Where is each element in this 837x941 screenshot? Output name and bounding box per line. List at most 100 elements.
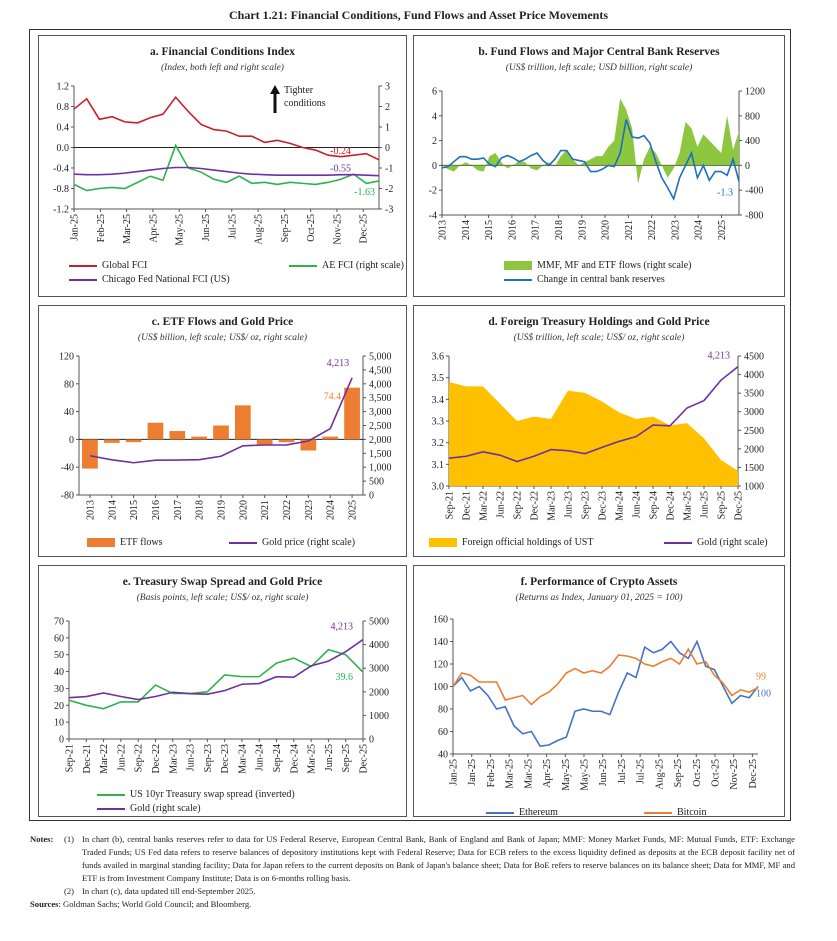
line-series	[441, 119, 740, 202]
y-right-tick-label: 1000	[744, 482, 764, 493]
line-series	[452, 647, 759, 706]
legend-swatch	[289, 264, 317, 267]
x-tick-label: 2017	[531, 220, 542, 240]
y-left-tick-label: 60	[438, 727, 448, 738]
legend-label: Gold price (right scale)	[262, 537, 356, 548]
y-left-tick-label: 50	[54, 650, 64, 661]
note-text: In chart (c), data updated till end-Sept…	[82, 886, 256, 896]
chart-svg: 40 60 80 100 120 140 160 Jan-25 Jan-25 Feb-25 Mar-…	[433, 615, 771, 791]
chart-title: a. Financial Conditions Index	[149, 46, 296, 58]
chart-frame	[29, 29, 791, 821]
legend-item: Gold (right scale)	[97, 803, 201, 814]
y-right-tick-label: 0	[369, 735, 374, 746]
y-left-tick-label: 80	[438, 705, 448, 716]
x-tick-label: Jan-25	[70, 214, 81, 241]
x-tick-label: 2021	[624, 220, 635, 240]
y-left-tick-label: 120	[433, 660, 448, 671]
end-value-label: -0.24	[330, 146, 351, 157]
x-tick-label: Aug-25	[254, 214, 265, 245]
legend-item: MMF, MF and ETF flows (right scale)	[504, 260, 691, 271]
area-series	[449, 382, 738, 486]
y-left-tick-label: 3.5	[432, 373, 445, 384]
legend-item: Chicago Fed National FCI (US)	[69, 274, 230, 285]
x-tick-label: Dec-22	[151, 744, 162, 773]
y-right-tick-label: 5,000	[369, 352, 392, 363]
y-left-tick-label: 1.2	[57, 82, 70, 93]
sources-label: Sources	[30, 899, 59, 909]
y-left-tick-label: 40	[64, 407, 74, 418]
x-tick-label: May-25	[579, 759, 590, 791]
line-series	[68, 638, 364, 701]
end-value-label: -1.63	[354, 187, 375, 198]
y-left-tick-label: 3.2	[432, 438, 445, 449]
legend-item: Ethereum	[486, 807, 558, 818]
x-tick-label: Jun-24	[255, 744, 266, 771]
chart-svg: -80 -40 0 40 80 120 0 500 1,000 1,500 2,000 2,500 3,…	[59, 352, 392, 521]
main-title: Chart 1.21: Financial Conditions, Fund F…	[228, 8, 608, 22]
legend-label: Change in central bank reserves	[537, 274, 665, 285]
x-tick-label: Jun-22	[496, 491, 507, 518]
x-tick-label: Mar-25	[307, 744, 318, 774]
x-tick-label: 2015	[484, 220, 495, 240]
x-tick-label: Dec-25	[734, 491, 745, 520]
y-right-tick-label: 3000	[369, 664, 389, 675]
chart-svg: -4 -2 0 2 4 6 -800 -400 0 400 800 1200 2013 2014 2015 2…	[429, 87, 765, 241]
legend-swatch	[69, 264, 97, 267]
x-tick-label: 2025	[348, 500, 359, 520]
x-tick-label: Dec-24	[289, 744, 300, 773]
legend-swatch	[87, 538, 115, 547]
end-value-label: 74.4	[324, 392, 342, 403]
chart-svg: 0 10 20 30 40 50 60 70 0 1000 2000 3000 4000 5000 Sep-…	[54, 617, 389, 774]
x-tick-label: Sep-25	[341, 744, 352, 772]
x-tick-label: Jun-25	[700, 491, 711, 518]
y-left-tick-label: 0.0	[57, 143, 70, 154]
line-series	[89, 377, 353, 464]
bar-2025	[344, 387, 360, 440]
x-tick-label: Apr-25	[148, 214, 159, 243]
note-text: In chart (b), central banks reserves ref…	[82, 834, 795, 883]
y-left-tick-label: 3.3	[432, 417, 445, 428]
x-tick-label: 2025	[717, 220, 728, 240]
x-tick-label: 2018	[195, 500, 206, 520]
x-tick-label: Dec-25	[748, 759, 759, 788]
x-tick-label: Mar-23	[547, 491, 558, 521]
y-left-tick-label: 3.4	[432, 395, 445, 406]
chart-panel-f: f. Performance of Crypto Assets (Returns …	[413, 565, 785, 818]
x-tick-label: Mar-25	[683, 491, 694, 521]
y-right-tick-label: 1,000	[369, 463, 392, 474]
chart-subtitle: (US$ trillion, left scale; USD billion, …	[505, 63, 693, 73]
x-tick-label: Jan-25	[467, 759, 478, 786]
x-tick-label: 2013	[438, 220, 449, 240]
x-tick-label: Dec-25	[359, 214, 370, 243]
x-tick-label: Sep-21	[65, 744, 76, 772]
y-right-tick-label: 4000	[744, 370, 764, 381]
y-left-tick-label: 6	[432, 87, 437, 98]
legend-label: Chicago Fed National FCI (US)	[102, 274, 230, 285]
x-tick-label: 2019	[217, 500, 228, 520]
bar-2018	[191, 436, 208, 440]
line-series	[452, 639, 759, 747]
x-tick-label: 2015	[129, 500, 140, 520]
x-tick-label: 2020	[601, 220, 612, 240]
x-tick-label: Dec-23	[598, 491, 609, 520]
legend-swatch	[97, 807, 125, 810]
legend-item: Gold (right scale)	[664, 537, 768, 548]
chart-panel-a: a. Financial Conditions Index (Index, bot…	[38, 35, 407, 297]
y-left-tick-label: 20	[54, 701, 64, 712]
y-right-tick-label: 3	[385, 82, 390, 93]
y-right-tick-label: 0	[385, 143, 390, 154]
bar-2022	[278, 439, 295, 443]
x-tick-label: 2020	[238, 500, 249, 520]
x-tick-label: Jun-25	[598, 759, 609, 786]
x-tick-label: Mar-23	[168, 744, 179, 774]
y-right-tick-label: 500	[369, 477, 384, 488]
chart-title: e. Treasury Swap Spread and Gold Price	[122, 576, 323, 588]
y-left-tick-label: 0.4	[57, 123, 70, 134]
x-tick-label: 2013	[85, 500, 96, 520]
x-tick-label: Dec-22	[530, 491, 541, 520]
y-right-tick-label: 1,500	[369, 449, 392, 460]
legend-swatch	[504, 261, 532, 270]
y-left-tick-label: 0.8	[57, 102, 70, 113]
x-tick-label: Sep-25	[280, 214, 291, 242]
x-tick-label: Feb-25	[96, 214, 107, 242]
